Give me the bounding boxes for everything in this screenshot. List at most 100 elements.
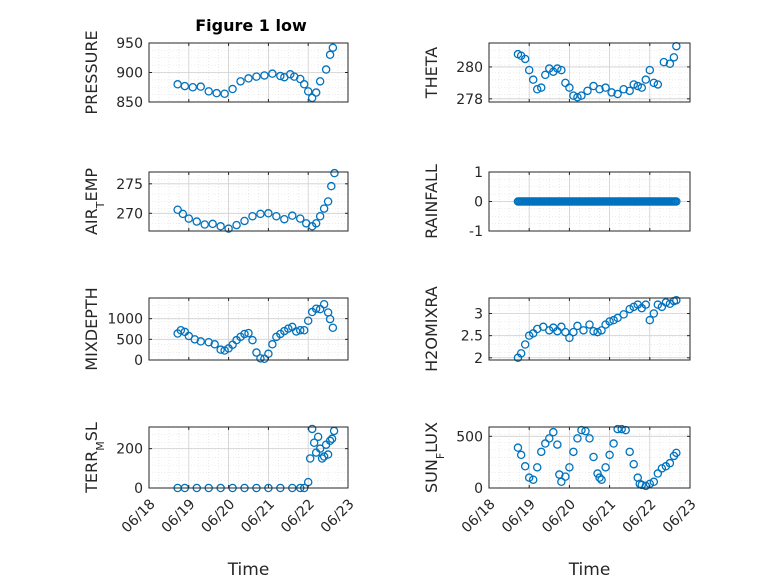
data-point: [323, 197, 333, 206]
data-point: [524, 473, 534, 482]
data-point: [323, 450, 333, 459]
data-point: [565, 333, 574, 343]
data-point: [617, 424, 626, 434]
data-point: [240, 216, 249, 226]
data-point: [244, 74, 253, 83]
data-point: [645, 315, 655, 325]
subplot-mixdepth: 0 500 1000 MIXDEPTH: [82, 287, 349, 371]
data-point: [641, 300, 651, 309]
data-point: [244, 328, 253, 338]
y-tick-label: 0: [134, 353, 143, 369]
data-point: [520, 54, 530, 64]
data-point: [569, 447, 578, 457]
data-point: [276, 71, 285, 81]
data-point: [629, 80, 638, 89]
data-point: [583, 86, 592, 96]
subplot-pressure: 850 900 950 PRESSURE: [82, 30, 349, 115]
data-point: [327, 181, 336, 191]
data-point: [597, 326, 606, 335]
y-tick-label: 0: [474, 195, 483, 211]
data-point: [653, 469, 663, 478]
data-point: [532, 84, 542, 94]
data-point: [595, 473, 604, 482]
data-point: [248, 211, 257, 221]
subplot-air-temp: 270 275 AIRTEMP: [82, 168, 349, 235]
data-point: [176, 325, 186, 335]
data-point: [313, 432, 323, 442]
data-point: [328, 43, 338, 52]
data-point: [236, 77, 245, 86]
data-point: [597, 475, 606, 484]
y-tick-label: 850: [116, 95, 143, 111]
y-tick-label: 2: [474, 351, 483, 367]
y-tick-label: 0: [474, 481, 483, 497]
y-tick-label: 950: [116, 36, 143, 52]
data-point: [573, 92, 582, 102]
data-point: [561, 327, 570, 337]
data-point: [173, 205, 182, 215]
data-point: [196, 337, 205, 346]
data-point: [220, 89, 229, 98]
axes-box: [148, 171, 349, 232]
data-point: [537, 447, 546, 457]
data-point: [625, 304, 634, 314]
data-point: [595, 84, 604, 94]
data-point: [295, 325, 305, 335]
y-tick-label: 278: [456, 92, 483, 108]
data-point: [180, 81, 190, 91]
data-point: [629, 459, 638, 469]
data-point: [204, 87, 213, 96]
data-point: [311, 88, 321, 97]
data-point: [653, 80, 663, 89]
data-point: [260, 71, 269, 80]
data-point: [609, 315, 618, 325]
data-point: [309, 438, 319, 447]
data-point: [516, 450, 526, 460]
data-point: [228, 84, 237, 94]
data-point: [330, 168, 339, 178]
data-point: [553, 64, 562, 73]
data-point: [295, 214, 305, 223]
y-tick-label: 500: [456, 429, 483, 445]
subplot-rainfall: -1 0 1 RAINFALL: [422, 164, 691, 240]
axes-box: [488, 297, 691, 361]
data-point: [208, 219, 217, 229]
data-point: [607, 88, 616, 97]
data-point: [577, 91, 586, 100]
data-point: [573, 321, 582, 331]
data-point: [315, 211, 325, 221]
data-point: [196, 82, 205, 91]
y-axis-label: TERRMSL: [82, 422, 107, 494]
data-point: [200, 220, 209, 229]
data-point: [657, 464, 667, 473]
data-point: [284, 324, 293, 333]
data-point: [232, 220, 241, 230]
data-point: [545, 434, 554, 443]
y-tick-label: 1: [474, 165, 483, 181]
data-point: [288, 211, 297, 220]
data-point: [613, 89, 622, 99]
data-point: [613, 313, 622, 323]
data-point: [625, 447, 634, 457]
y-tick-label: 0: [134, 481, 143, 497]
data-point: [224, 224, 233, 233]
data-point: [541, 439, 550, 448]
data-point: [573, 434, 582, 443]
data-point: [272, 211, 281, 221]
data-point: [192, 217, 202, 226]
data-point: [569, 327, 578, 337]
data-point: [299, 80, 309, 89]
data-point: [513, 443, 523, 452]
subplot-theta: 278 280 THETA: [422, 41, 691, 108]
data-point: [561, 472, 570, 481]
data-point: [268, 340, 277, 349]
data-point: [178, 209, 188, 219]
data-point: [328, 323, 338, 333]
data-point: [220, 346, 229, 355]
data-point: [609, 439, 618, 448]
data-point: [299, 325, 309, 335]
data-point: [528, 75, 538, 84]
y-axis-label: AIRTEMP: [82, 168, 107, 235]
data-point: [625, 86, 634, 96]
